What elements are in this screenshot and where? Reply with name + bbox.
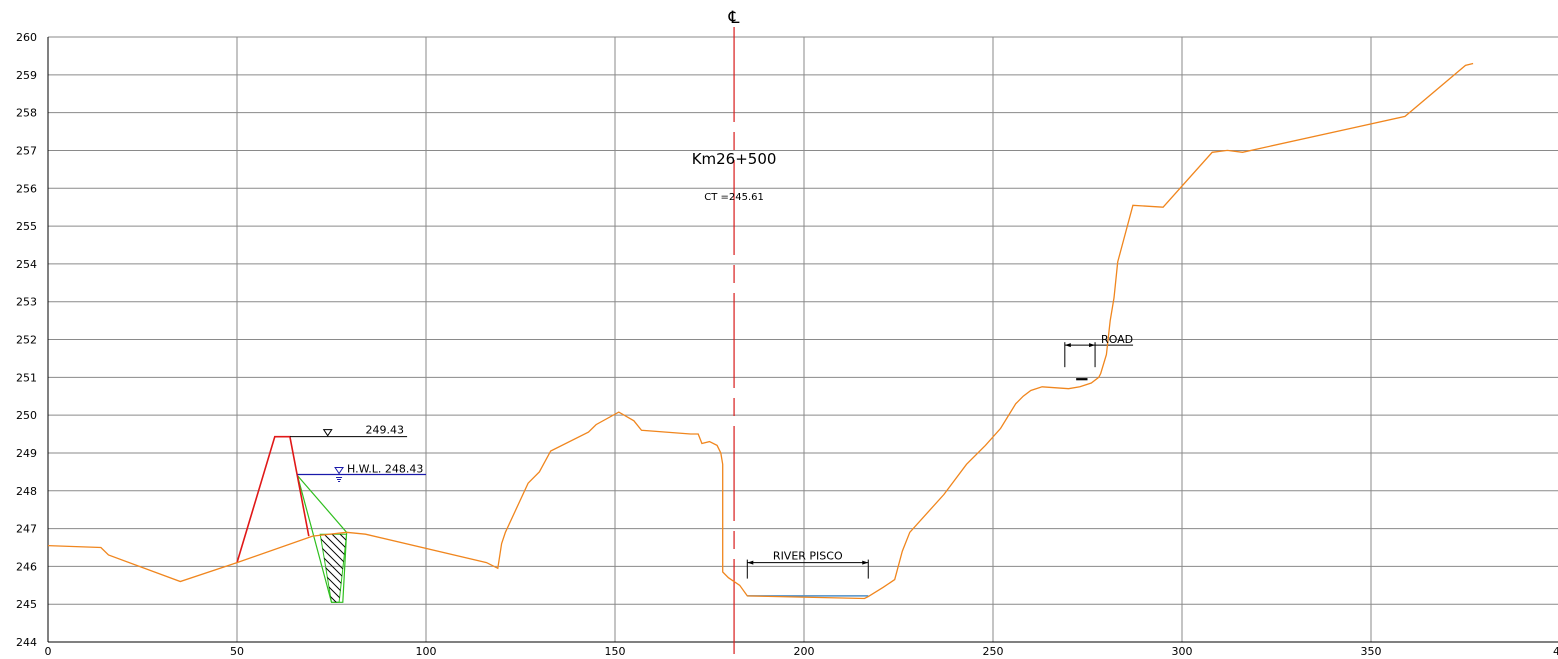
y-tick-label: 253 — [16, 296, 37, 309]
hatch-line — [320, 534, 347, 603]
key-trench-hatch — [320, 534, 460, 614]
levee-crest-label: 249.43 — [366, 424, 405, 437]
river-arrow-left — [747, 560, 754, 565]
y-tick-label: 245 — [16, 598, 37, 611]
y-tick-label: 246 — [16, 560, 37, 573]
hwl-level-marker — [334, 466, 344, 475]
x-tick-label: 100 — [416, 645, 437, 658]
grid — [47, 36, 1558, 643]
key-trench-outline — [296, 475, 348, 603]
y-tick-label: 250 — [16, 409, 37, 422]
road-label: ROAD — [1101, 333, 1133, 346]
section-title: Km26+500 — [692, 150, 777, 168]
y-tick-label: 256 — [16, 182, 37, 195]
x-tick-label: 200 — [794, 645, 815, 658]
x-tick-label: 250 — [983, 645, 1004, 658]
centerline-symbol: ℄ — [728, 8, 740, 28]
x-tick-label: 150 — [605, 645, 626, 658]
x-tick-label: 300 — [1172, 645, 1193, 658]
hwl-label: H.W.L. 248.43 — [347, 462, 423, 475]
hatch-line — [323, 534, 347, 603]
x-tick-label: 50 — [230, 645, 244, 658]
ground-profile-line — [47, 62, 1474, 600]
levee-profile — [236, 435, 310, 563]
hatch-line — [372, 534, 452, 614]
ground-profile — [47, 62, 1474, 600]
hatch-line — [320, 534, 347, 603]
hatch-line — [320, 534, 347, 603]
hatch-line — [320, 534, 347, 603]
river-arrow-right — [862, 560, 869, 565]
y-tick-label: 247 — [16, 523, 37, 536]
y-tick-label: 255 — [16, 220, 37, 233]
x-tick-label: 0 — [45, 645, 52, 658]
y-tick-label: 249 — [16, 447, 37, 460]
y-tick-label: 248 — [16, 485, 37, 498]
y-tick-label: 259 — [16, 69, 37, 82]
x-tick-label: 350 — [1361, 645, 1382, 658]
hatch-line — [364, 534, 444, 614]
key-trench-fill — [319, 533, 348, 603]
road-arrow-right — [1089, 343, 1096, 348]
hatch-line — [339, 534, 347, 603]
hatch-line — [380, 534, 460, 614]
road-arrow-left — [1064, 343, 1071, 348]
hatch-line — [320, 534, 347, 603]
crest-level-marker — [322, 429, 333, 437]
y-tick-label: 251 — [16, 371, 37, 384]
y-tick-label: 252 — [16, 334, 37, 347]
y-tick-label: 254 — [16, 258, 37, 271]
y-tick-label: 244 — [16, 636, 37, 649]
section-features — [236, 342, 1134, 614]
y-tick-label: 258 — [16, 107, 37, 120]
x-tick-label: 40 — [1553, 645, 1558, 658]
hatch-line — [356, 534, 436, 614]
axis-tick-labels: 244 245 246 247 248 249 250 251 252 253 254 255 256 2… — [16, 31, 1558, 658]
y-tick-label: 257 — [16, 144, 37, 157]
section-ct-label: CT =245.61 — [704, 192, 764, 203]
river-label: RIVER PISCO — [773, 550, 843, 563]
y-tick-label: 260 — [16, 31, 37, 44]
